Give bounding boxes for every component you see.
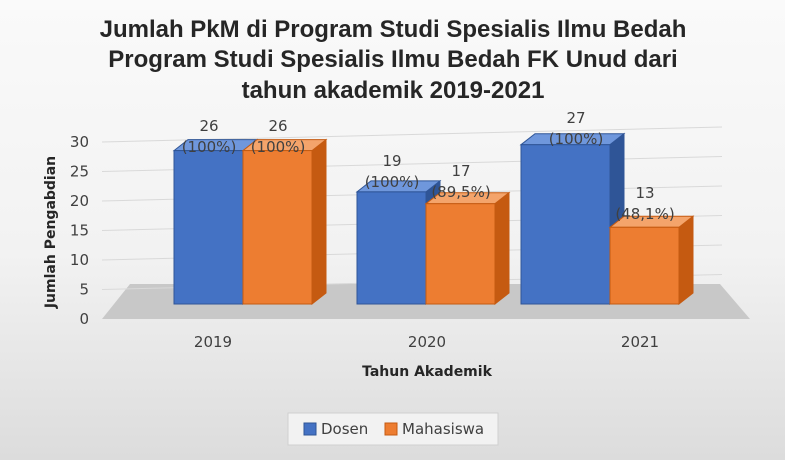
- legend-label-mahasiswa: Mahasiswa: [402, 420, 484, 438]
- bar-dosen-2019: [173, 150, 244, 305]
- x-axis-title: Tahun Akademik: [362, 364, 492, 380]
- y-tick-label-20: 20: [70, 192, 89, 210]
- bar-mahasiswa-2019: [242, 150, 313, 305]
- data-label-mahasiswa-2019-value: 26: [268, 117, 287, 135]
- data-label-mahasiswa-2020-value: 17: [451, 162, 470, 180]
- y-tick-label-15: 15: [70, 222, 89, 240]
- y-axis-title: Jumlah Pengabdian: [43, 156, 59, 309]
- data-label-dosen-2021-value: 27: [566, 109, 585, 127]
- y-tick-label-10: 10: [70, 251, 89, 269]
- legend: Dosen Mahasiswa: [287, 412, 499, 446]
- bar-dosen-2021: [520, 144, 611, 305]
- bar-mahasiswa-2019-side: [311, 138, 327, 306]
- data-label-dosen-2019-percent: (100%): [182, 138, 237, 156]
- data-label-mahasiswa-2021-value: 13: [635, 184, 654, 202]
- data-label-dosen-2020-value: 19: [382, 152, 401, 170]
- legend-swatch-mahasiswa: [384, 422, 398, 436]
- data-label-mahasiswa-2021-percent: (48,1%): [615, 205, 674, 223]
- data-label-mahasiswa-2019-percent: (100%): [251, 138, 306, 156]
- x-tick-label-2019: 2019: [194, 333, 232, 351]
- data-label-dosen-2020-percent: (100%): [365, 173, 420, 191]
- y-tick-label-5: 5: [79, 281, 89, 299]
- data-label-mahasiswa-2020-percent: (89,5%): [431, 183, 490, 201]
- chart-title-line-3: tahun akademik 2019-2021: [242, 77, 545, 104]
- legend-swatch-dosen: [303, 422, 317, 436]
- bar-mahasiswa-2021-side: [678, 215, 694, 306]
- legend-label-dosen: Dosen: [321, 420, 368, 438]
- y-tick-label-30: 30: [70, 133, 89, 151]
- bar-dosen-2020: [356, 191, 427, 305]
- bar-mahasiswa-2020: [425, 203, 496, 305]
- y-tick-label-0: 0: [79, 310, 89, 328]
- bar-mahasiswa-2021: [609, 226, 680, 305]
- plot-area: 0 5 10 15 20 25 30 26 (100%) 26 (100%) 2019 19 (100%)…: [70, 109, 750, 351]
- data-label-dosen-2019-value: 26: [199, 117, 218, 135]
- y-tick-label-25: 25: [70, 163, 89, 181]
- bar-mahasiswa-2020-side: [494, 191, 510, 306]
- data-label-dosen-2021-percent: (100%): [549, 130, 604, 148]
- chart-title-line-1: Jumlah PkM di Program Studi Spesialis Il…: [100, 16, 687, 43]
- x-tick-label-2021: 2021: [621, 333, 659, 351]
- chart-title: Jumlah PkM di Program Studi Spesialis Il…: [100, 16, 687, 104]
- x-tick-label-2020: 2020: [408, 333, 446, 351]
- chart-title-line-2: Program Studi Spesialis Ilmu Bedah FK Un…: [108, 46, 677, 73]
